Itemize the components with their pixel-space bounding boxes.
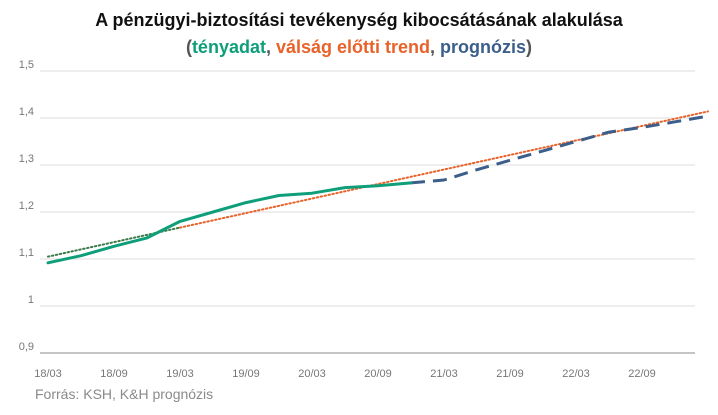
x-tick-label: 22/03 <box>562 368 590 380</box>
x-tick-label: 20/09 <box>364 368 392 380</box>
y-tick-label: 1,3 <box>19 153 34 165</box>
x-tick-label: 20/03 <box>298 368 326 380</box>
y-tick-label: 1,4 <box>19 106 34 118</box>
forecast-line <box>410 114 709 185</box>
subtitle-separator-2: , <box>430 37 441 57</box>
subtitle-separator-1: , <box>265 37 276 57</box>
x-tick-label: 18/03 <box>34 368 62 380</box>
x-tick-label: 18/09 <box>100 368 128 380</box>
y-tick-label: 1,5 <box>19 59 34 71</box>
legend-actual: tényadat <box>191 37 266 57</box>
actual-line <box>46 181 413 265</box>
x-tick-label: 21/09 <box>496 368 524 380</box>
y-tick-label: 1,1 <box>19 247 34 259</box>
subtitle-open-paren: ( <box>185 37 192 57</box>
x-tick-label: 22/09 <box>628 368 656 380</box>
y-tick-label: 1 <box>28 294 34 306</box>
x-tick-label: 21/03 <box>430 368 458 380</box>
legend-forecast: prognózis <box>440 37 527 57</box>
chart-subtitle: (tényadat, válság előtti trend, prognózi… <box>0 37 718 58</box>
source-note: Forrás: KSH, K&H prognózis <box>35 386 214 402</box>
x-tick-label: 19/03 <box>166 368 194 380</box>
legend-trend: válság előtti trend <box>275 37 431 57</box>
y-tick-label: 1,2 <box>19 200 34 212</box>
y-tick-label: 0,9 <box>19 341 34 353</box>
x-tick-label: 19/09 <box>232 368 260 380</box>
trend-line <box>179 110 709 229</box>
chart-title: A pénzügyi-biztosítási tevékenység kiboc… <box>95 10 623 30</box>
subtitle-close-paren: ) <box>526 37 533 57</box>
